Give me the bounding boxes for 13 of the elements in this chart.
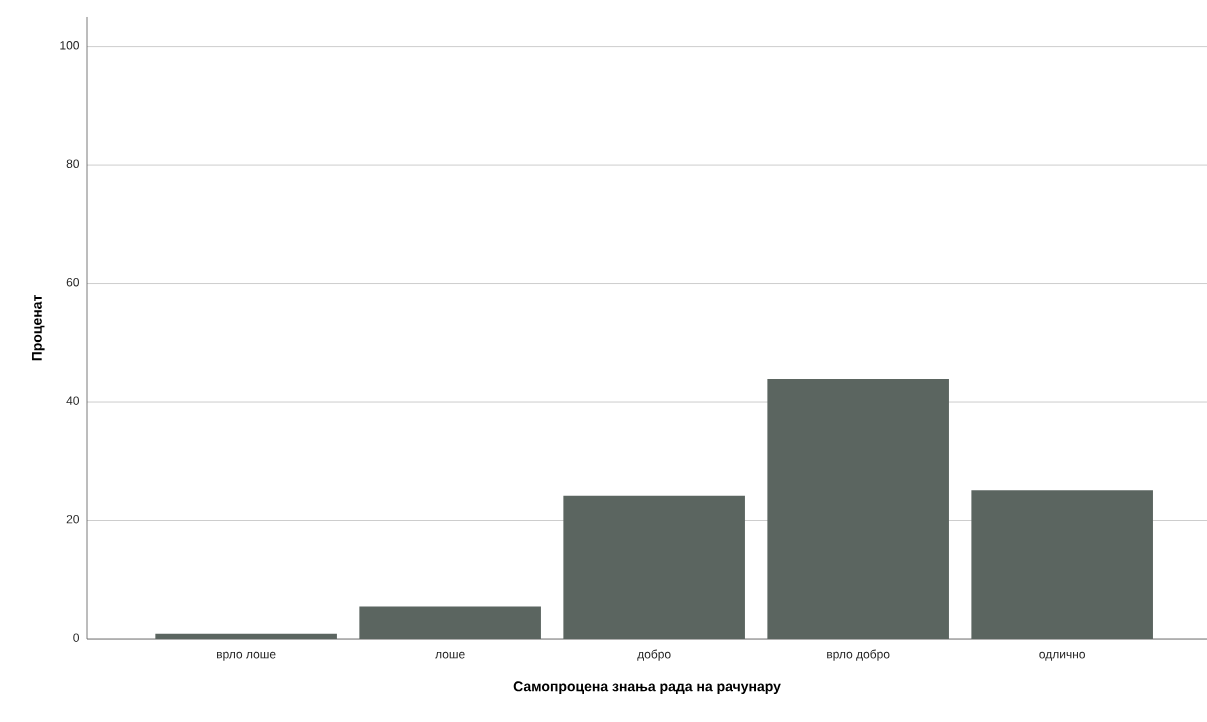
y-tick-label: 80 xyxy=(66,159,80,168)
x-tick-label: одлично xyxy=(1039,651,1085,661)
y-tick-label: 60 xyxy=(66,277,80,287)
y-tick-label: 20 xyxy=(66,514,80,524)
y-tick-label: 0 xyxy=(73,633,80,642)
x-tick-label: добро xyxy=(637,649,671,661)
y-axis-title: Проценат xyxy=(32,295,45,361)
y-tick-label: 40 xyxy=(66,396,80,405)
x-tick-label: врло добро xyxy=(827,649,890,661)
x-tick-label: врло лоше xyxy=(217,651,276,661)
x-tick-label: лоше xyxy=(435,651,465,659)
x-axis-title: Самопроцена знања рада на рачунару xyxy=(513,681,781,695)
y-tick-label: 100 xyxy=(60,41,80,50)
